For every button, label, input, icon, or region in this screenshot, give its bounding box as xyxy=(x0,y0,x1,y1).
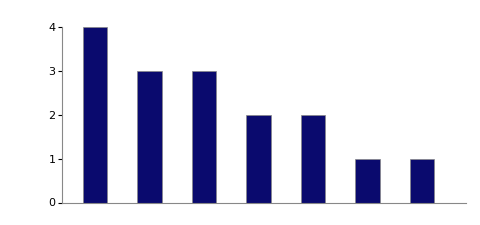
Bar xyxy=(410,159,434,202)
Bar xyxy=(246,115,271,202)
Bar xyxy=(192,71,216,202)
Bar xyxy=(301,115,325,202)
Bar xyxy=(137,71,162,202)
Bar xyxy=(83,27,108,202)
Bar xyxy=(355,159,380,202)
